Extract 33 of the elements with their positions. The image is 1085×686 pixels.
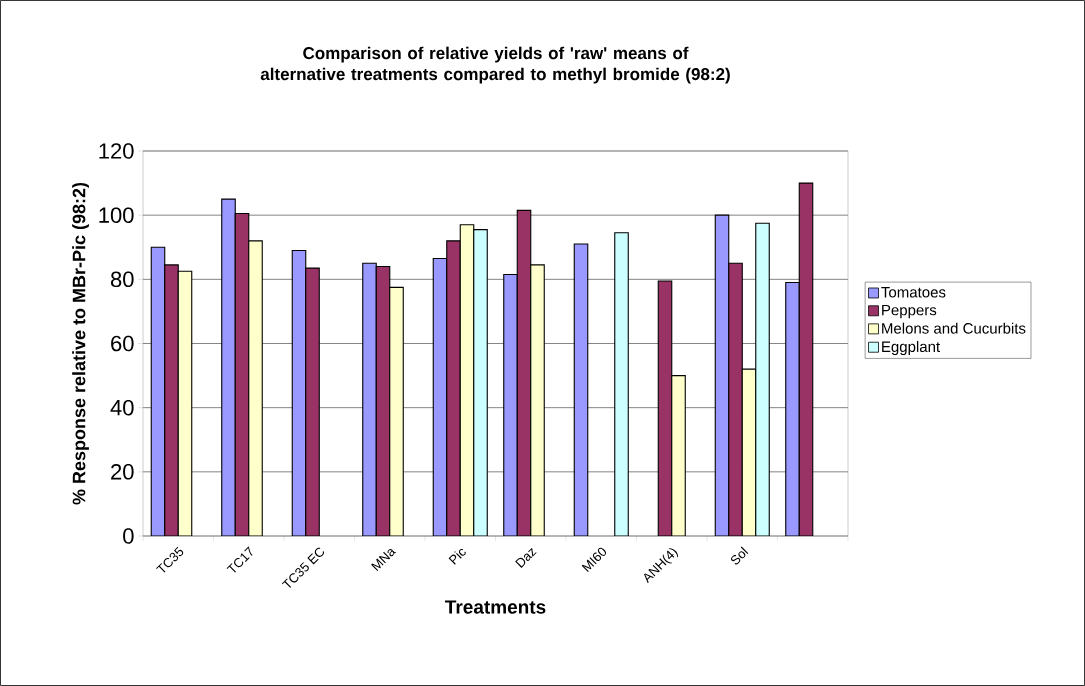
bar — [389, 286, 404, 536]
y-tick-label: 100 — [99, 207, 134, 223]
y-tick-label: 60 — [111, 335, 134, 352]
legend-label: Melons and Cucurbits — [882, 322, 1026, 334]
bar — [785, 281, 800, 536]
bar — [728, 262, 743, 536]
chart-title: Comparison of relative yields of 'raw' means of alternative treatments compared to methyl bromide (98:2) — [260, 46, 730, 84]
x-tick-label: Daz — [515, 548, 537, 568]
y-tick-label: 80 — [110, 271, 134, 288]
y-axis-title: % Response relative to MBr-Pic (98:2) — [72, 182, 89, 505]
bar — [305, 267, 320, 536]
bar — [671, 375, 686, 536]
legend-label: Peppers — [882, 304, 937, 319]
bar — [614, 232, 629, 536]
y-tick-label: 40 — [110, 399, 134, 416]
bar — [503, 273, 518, 536]
legend-label: Eggplant — [882, 341, 941, 356]
bar — [473, 229, 488, 536]
bar — [446, 240, 461, 536]
bar — [164, 264, 179, 536]
x-tick-label: MNa — [371, 548, 397, 571]
bar — [755, 222, 770, 536]
bar — [530, 264, 545, 536]
x-tick-label: Sol — [730, 546, 749, 565]
legend-label: Tomatoes — [881, 287, 946, 298]
bar — [221, 198, 236, 536]
y-tick-label: 20 — [111, 464, 134, 480]
x-tick-label: Pic — [448, 548, 466, 565]
bar — [248, 240, 263, 536]
bar — [362, 262, 377, 536]
x-axis-title: Treatments — [445, 600, 546, 614]
y-tick-label: 0 — [123, 528, 134, 544]
y-tick-label: 120 — [99, 143, 134, 159]
